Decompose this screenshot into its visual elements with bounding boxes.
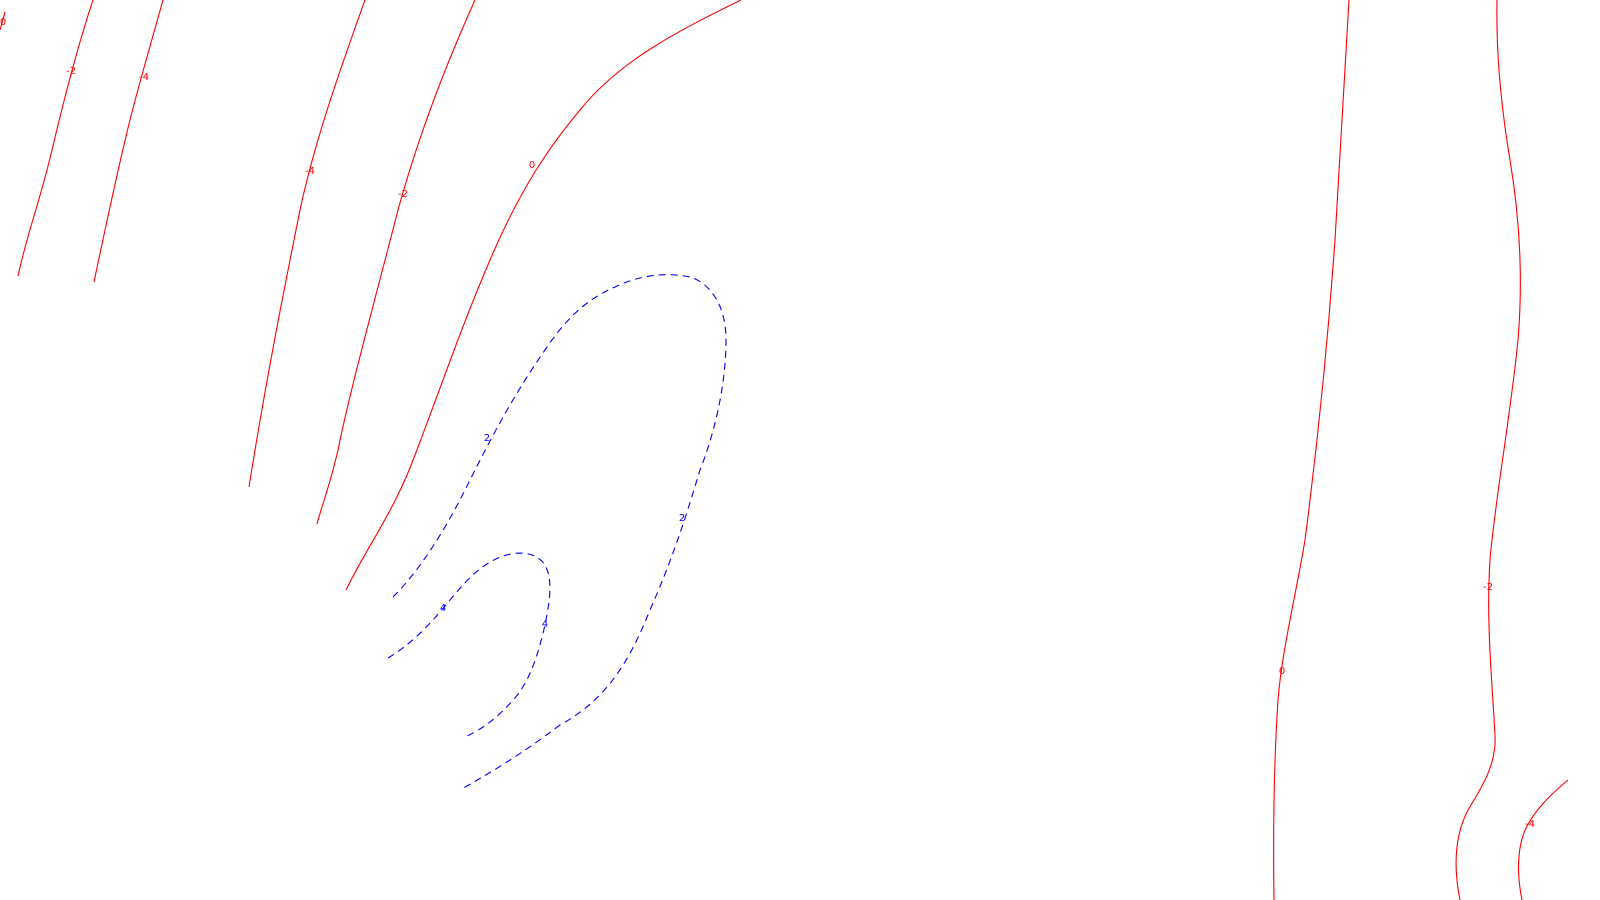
contour-path (17, 0, 94, 277)
contour-path (1455, 0, 1521, 900)
contour-line-2-dashed: 2 2 (392, 274, 727, 791)
contour-line-0-middle: 0 (345, 0, 742, 591)
contour-line-minus4-bottom-right: -4 (1518, 779, 1569, 900)
contour-path (248, 0, 366, 488)
contour-line-0-right: 0 (1273, 0, 1350, 900)
contour-path (0, 11, 6, 31)
contour-line-minus2-left: -2 (17, 0, 94, 277)
contour-line-0-left-edge: 0 (0, 11, 6, 31)
contour-label: 4 (542, 619, 548, 630)
contour-path (1518, 779, 1569, 900)
contour-path (345, 0, 742, 591)
contour-label: 2 (484, 433, 490, 444)
contour-label: 0 (529, 160, 535, 171)
contour-label: 0 (1279, 666, 1285, 677)
contour-line-minus2-middle: -2 (316, 0, 476, 525)
contour-label: -4 (139, 72, 149, 83)
contour-label: 2 (679, 513, 685, 524)
contour-label: -4 (1525, 819, 1535, 830)
contour-path (316, 0, 476, 525)
contour-line-minus4-left: -4 (93, 0, 164, 283)
contour-line-minus4-middle: -4 (248, 0, 366, 488)
contour-line-minus2-right: -2 (1455, 0, 1521, 900)
contour-path (1273, 0, 1350, 900)
contour-path (93, 0, 164, 283)
contour-label: -4 (305, 166, 315, 177)
contour-label: -2 (398, 189, 408, 200)
contour-label: -2 (66, 66, 76, 77)
contour-label: 4 (440, 603, 446, 614)
contour-path (387, 552, 551, 738)
contour-path (392, 274, 727, 791)
contour-label: 0 (0, 17, 6, 28)
contour-label: -2 (1483, 582, 1493, 593)
contour-line-4-dashed: 4 4 (387, 552, 551, 738)
